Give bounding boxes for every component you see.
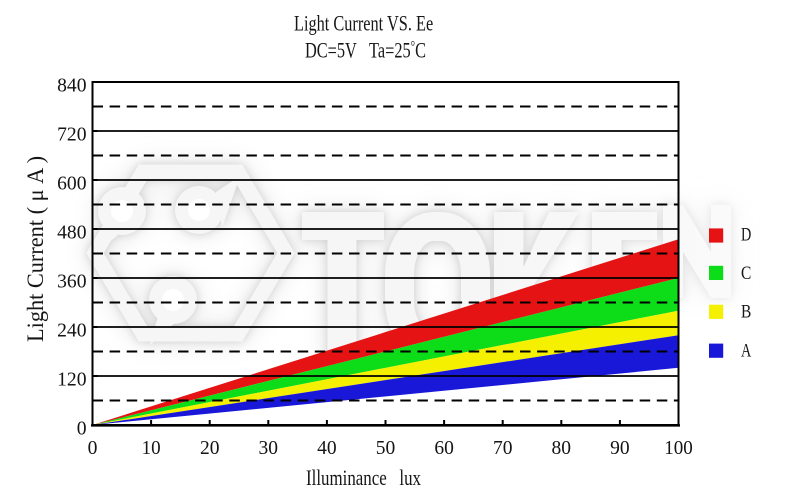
svg-text:840: 840 bbox=[57, 75, 86, 97]
svg-text:C: C bbox=[741, 264, 751, 284]
svg-text:30: 30 bbox=[259, 437, 279, 459]
svg-text:0: 0 bbox=[77, 418, 87, 440]
svg-text:A: A bbox=[741, 342, 752, 362]
svg-text:Illuminance lux: Illuminance lux bbox=[306, 465, 421, 490]
svg-text:0: 0 bbox=[88, 437, 98, 459]
svg-text:600: 600 bbox=[57, 173, 86, 195]
svg-text:120: 120 bbox=[57, 369, 86, 391]
svg-text:60: 60 bbox=[434, 437, 454, 459]
svg-text:B: B bbox=[741, 303, 751, 323]
svg-text:20: 20 bbox=[200, 437, 220, 459]
svg-text:10: 10 bbox=[142, 437, 161, 459]
svg-text:480: 480 bbox=[57, 222, 86, 244]
svg-text:100: 100 bbox=[664, 437, 693, 459]
svg-text:Light Current ( μ A ): Light Current ( μ A ) bbox=[23, 156, 48, 342]
svg-text:360: 360 bbox=[57, 271, 86, 293]
svg-text:720: 720 bbox=[57, 124, 86, 146]
svg-text:80: 80 bbox=[552, 437, 572, 459]
svg-text:DC=5V Ta=25°C: DC=5V Ta=25°C bbox=[305, 38, 426, 63]
svg-text:40: 40 bbox=[317, 437, 337, 459]
svg-text:70: 70 bbox=[493, 437, 513, 459]
svg-text:Light Current VS. Ee: Light Current VS. Ee bbox=[294, 11, 433, 36]
svg-text:240: 240 bbox=[57, 320, 86, 342]
svg-text:50: 50 bbox=[376, 437, 396, 459]
svg-text:D: D bbox=[741, 226, 751, 246]
svg-text:90: 90 bbox=[610, 437, 630, 459]
